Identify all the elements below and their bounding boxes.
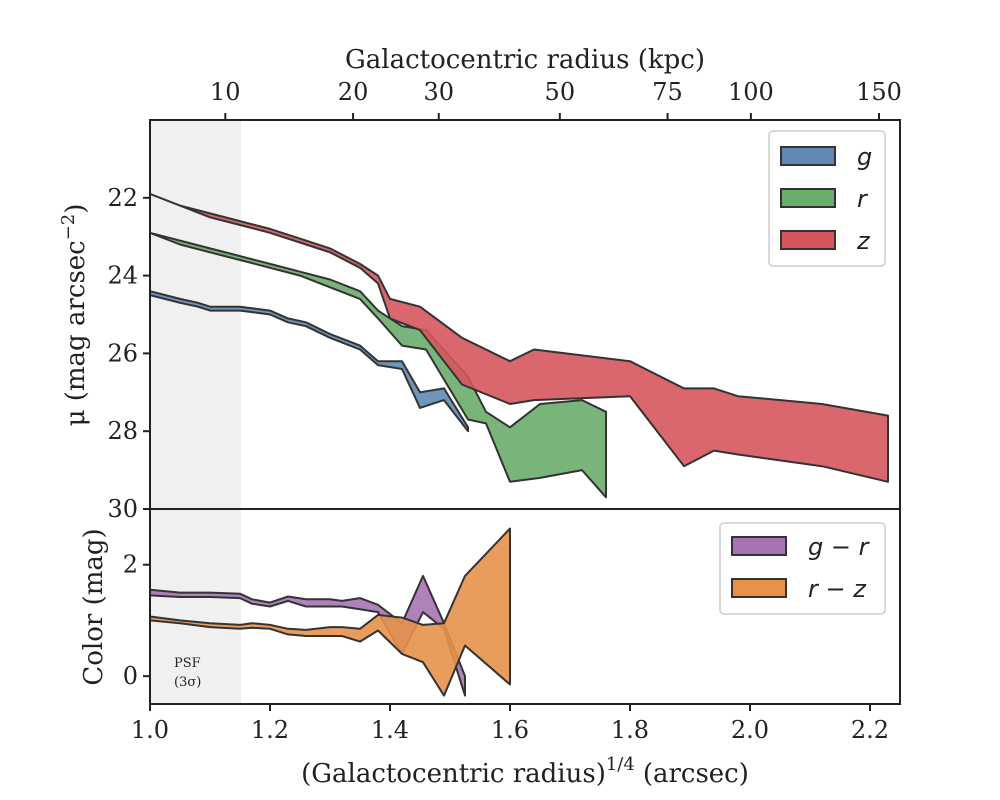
color-panel: 02 1.0 1.2 1.4 1.6 1.8 2.0 2.2 PSF (3σ) g − r …: [79, 508, 901, 744]
legend-swatch-z: [780, 230, 836, 250]
psf-annotation-sub: (3σ): [174, 675, 201, 690]
psf-annotation: PSF: [174, 656, 201, 671]
bottom-xtick-label: 2.0: [731, 716, 769, 744]
main-ytick-label: 26: [107, 339, 138, 367]
bottom-xaxis-label-text: (Galactocentric radius): [301, 759, 606, 789]
psf-region-color: [151, 510, 241, 703]
legend-label-z: z: [856, 227, 871, 255]
bottom-xtick-label: 1.2: [251, 716, 289, 744]
legend-swatch-r: [780, 188, 836, 208]
legend-swatch-g: [780, 146, 836, 166]
band-z: [149, 192, 889, 483]
main-yaxis-label-exp: −2: [58, 214, 79, 241]
bottom-xaxis-label: (Galactocentric radius)1/4 (arcsec): [301, 754, 749, 789]
bottom-xaxis-ticks: 1.0 1.2 1.4 1.6 1.8 2.0 2.2: [131, 704, 889, 744]
top-xtick-label: 75: [652, 78, 683, 106]
top-xaxis-ticks: 10 20 30 50 75 100 150: [210, 78, 902, 120]
main-legend: g r z: [768, 130, 886, 267]
band-r: [149, 231, 607, 499]
main-yaxis-ticks: 22 24 26 28 30: [107, 184, 150, 523]
band-g: [149, 290, 469, 433]
main-yaxis-label: μ (mag arcsec−2): [58, 204, 91, 427]
surface-brightness-panel: 22 24 26 28 30 10 20 30 50 75 100 150 g r z μ (mag…: [58, 78, 902, 523]
bottom-xtick-label: 1.8: [611, 716, 649, 744]
color-legend: g − r r − z: [719, 522, 886, 615]
bottom-xaxis-label-exp: 1/4: [606, 754, 635, 775]
bottom-xtick-label: 2.2: [851, 716, 889, 744]
color-yaxis-label: Color (mag): [79, 528, 109, 685]
legend-label-r: r: [857, 185, 869, 213]
main-ytick-label: 30: [107, 495, 138, 523]
main-yaxis-label-close: ): [61, 204, 91, 214]
legend-label-g: g: [857, 143, 872, 171]
top-xtick-label: 10: [210, 78, 241, 106]
top-xtick-label: 30: [423, 78, 454, 106]
top-xaxis-label: Galactocentric radius (kpc): [345, 45, 705, 75]
main-ytick-label: 22: [107, 184, 138, 212]
color-bands: [149, 527, 511, 697]
legend-label-g-r: g − r: [808, 533, 871, 561]
top-xtick-label: 50: [545, 78, 576, 106]
bottom-xtick-label: 1.0: [131, 716, 169, 744]
bottom-xtick-label: 1.4: [371, 716, 409, 744]
top-xtick-label: 100: [728, 78, 774, 106]
color-plot-frame: [149, 508, 901, 705]
main-ytick-label: 24: [107, 262, 138, 290]
color-ytick-label: 2: [123, 551, 138, 579]
color-yaxis-ticks: 02: [123, 551, 150, 690]
legend-swatch-r-z: [731, 578, 787, 598]
bottom-xaxis-label-unit: (arcsec): [643, 759, 749, 789]
legend-label-r-z: r − z: [808, 575, 867, 603]
bottom-xtick-label: 1.6: [491, 716, 529, 744]
main-ytick-label: 28: [107, 417, 138, 445]
legend-swatch-g-r: [731, 536, 787, 556]
top-xtick-label: 150: [856, 78, 902, 106]
main-yaxis-label-text: μ (mag arcsec: [61, 240, 91, 426]
band-r-z: [149, 527, 511, 697]
surface-brightness-bands: [149, 192, 889, 499]
top-xtick-label: 20: [338, 78, 369, 106]
psf-region: [151, 121, 241, 508]
color-ytick-label: 0: [123, 662, 138, 690]
